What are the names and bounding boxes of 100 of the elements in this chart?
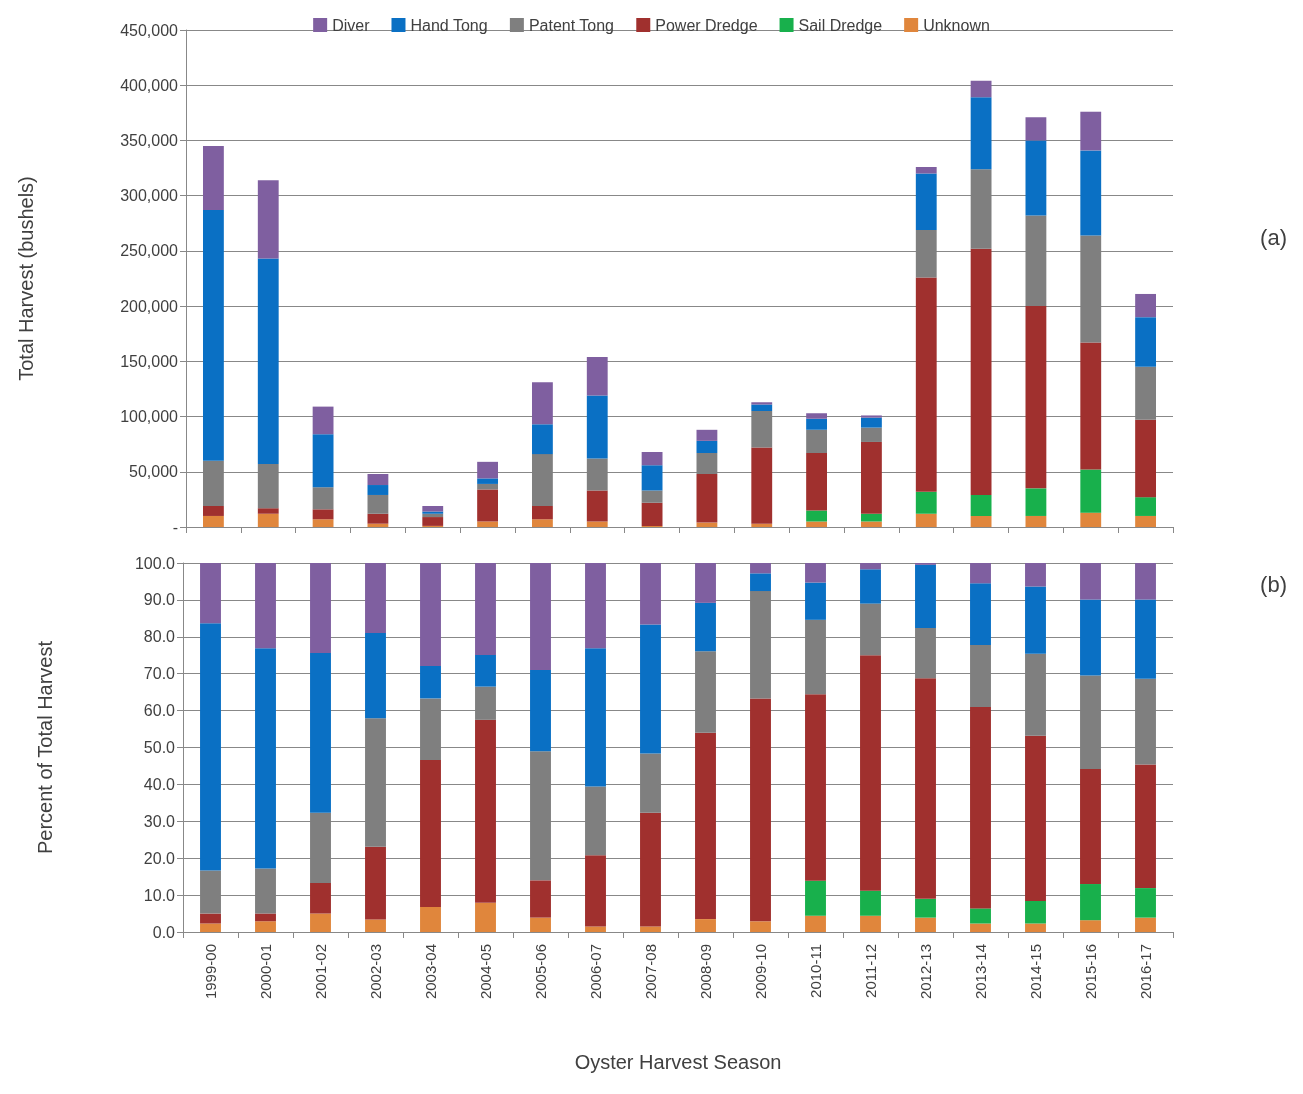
bar	[970, 908, 991, 924]
y-tick-label: 50,000	[129, 463, 179, 481]
bar	[312, 487, 334, 510]
bar	[915, 513, 937, 527]
bar	[255, 913, 276, 922]
bar	[1025, 488, 1047, 516]
bar	[806, 453, 827, 511]
bar	[310, 913, 331, 932]
bar	[696, 440, 718, 453]
bar	[257, 513, 279, 527]
bar	[1025, 515, 1047, 527]
bar	[696, 522, 718, 527]
bar	[1025, 586, 1046, 654]
bar	[751, 447, 773, 524]
y-tick-label: 50.0	[143, 739, 176, 756]
bar	[586, 521, 608, 527]
bar	[1025, 306, 1047, 489]
bar	[1025, 117, 1047, 141]
legend-label: Sail Dredge	[798, 16, 883, 34]
legend-label: Unknown	[923, 16, 990, 34]
bar	[1080, 512, 1102, 527]
bar	[477, 461, 498, 479]
x-tick-label: 2008-09	[697, 944, 714, 1000]
y-tick-label: 80.0	[143, 628, 176, 646]
bar	[312, 434, 334, 488]
bar	[860, 890, 881, 916]
bar	[806, 418, 827, 430]
y-tick-label: 90.0	[143, 591, 176, 609]
bar	[1080, 599, 1101, 676]
x-tick-label: 2013-14	[972, 944, 989, 1000]
bar	[532, 382, 553, 425]
bar	[805, 563, 826, 583]
bar	[585, 563, 606, 649]
bar	[750, 698, 771, 922]
bar	[422, 511, 444, 514]
y-tick-label: 350,000	[120, 131, 179, 149]
bar	[970, 583, 991, 645]
bar	[310, 882, 331, 914]
bar	[641, 490, 663, 503]
bar	[367, 473, 389, 486]
bar	[532, 506, 553, 520]
bar	[203, 506, 224, 516]
bar	[915, 277, 937, 492]
y-axis-title: Total Harvest (bushels)	[15, 176, 37, 381]
bar	[970, 706, 991, 909]
bar	[695, 919, 716, 932]
bar	[477, 483, 498, 490]
bar	[970, 563, 991, 584]
bar	[200, 913, 221, 924]
bar	[1135, 293, 1156, 318]
y-tick-label: 60.0	[143, 702, 176, 720]
bar	[367, 494, 389, 514]
bar	[420, 760, 441, 907]
bar	[970, 923, 991, 932]
bar	[203, 210, 224, 461]
bar	[860, 563, 881, 570]
text: (b)	[1260, 571, 1287, 597]
x-tick-label: 2003-04	[422, 944, 439, 1000]
bar	[422, 506, 444, 512]
bar	[806, 429, 827, 453]
bar	[640, 624, 661, 754]
x-tick-label: 2000-01	[257, 944, 274, 1000]
bar	[586, 395, 608, 459]
x-tick-label: 2005-06	[532, 944, 549, 1000]
y-tick-label: 20.0	[143, 849, 176, 867]
bar	[1080, 342, 1102, 470]
bar	[750, 563, 771, 574]
bar	[1080, 469, 1102, 513]
bar	[861, 521, 882, 527]
bar	[1135, 599, 1156, 679]
bar	[641, 502, 663, 526]
y-tick-label: 150,000	[120, 352, 179, 370]
bar	[970, 248, 992, 495]
bar	[806, 413, 827, 419]
bar	[970, 515, 992, 527]
bar	[255, 563, 276, 649]
bar	[1135, 563, 1156, 600]
bar	[915, 173, 937, 230]
bar	[641, 451, 663, 466]
bar	[805, 582, 826, 620]
bar	[696, 429, 718, 441]
y-tick-label: 100,000	[120, 408, 179, 426]
x-tick-label: 2002-03	[367, 944, 384, 1000]
bar	[475, 902, 496, 932]
bar	[585, 855, 606, 927]
bar	[860, 569, 881, 604]
bar	[641, 465, 663, 491]
bar	[420, 665, 441, 699]
bar	[367, 485, 389, 495]
bar	[422, 517, 444, 526]
bar	[695, 732, 716, 920]
y-tick-label: 40.0	[143, 775, 176, 793]
x-tick-label: 2012-13	[917, 944, 934, 1000]
bar	[312, 509, 334, 520]
bar	[860, 915, 881, 932]
bar	[367, 513, 389, 524]
y-tick-label: -	[172, 518, 178, 536]
bar	[915, 166, 937, 174]
bar	[805, 915, 826, 932]
bar	[585, 926, 606, 932]
